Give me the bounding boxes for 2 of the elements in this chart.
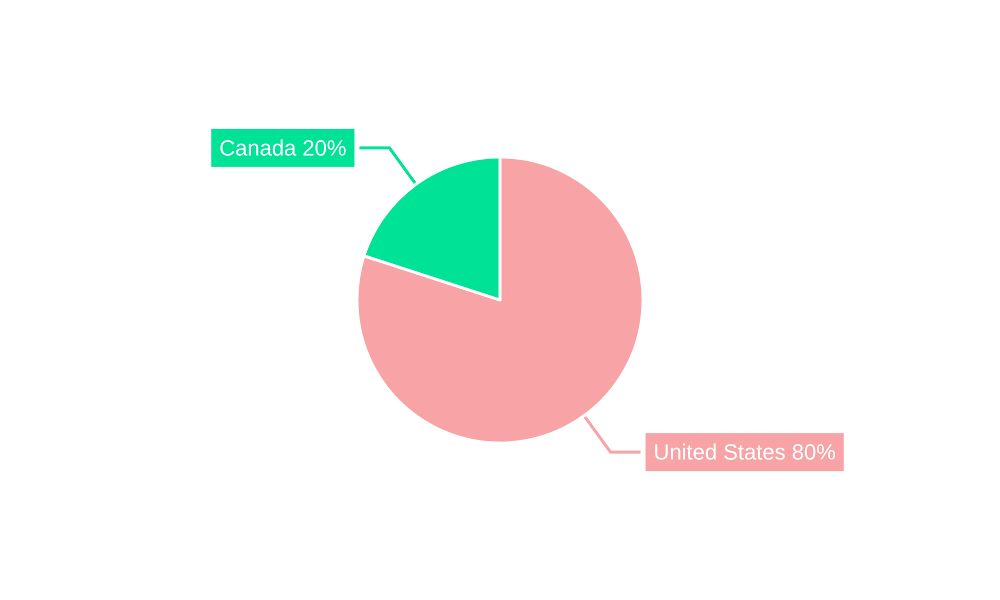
slice-label: Canada 20%	[219, 135, 346, 160]
slice-label: United States 80%	[654, 440, 836, 465]
